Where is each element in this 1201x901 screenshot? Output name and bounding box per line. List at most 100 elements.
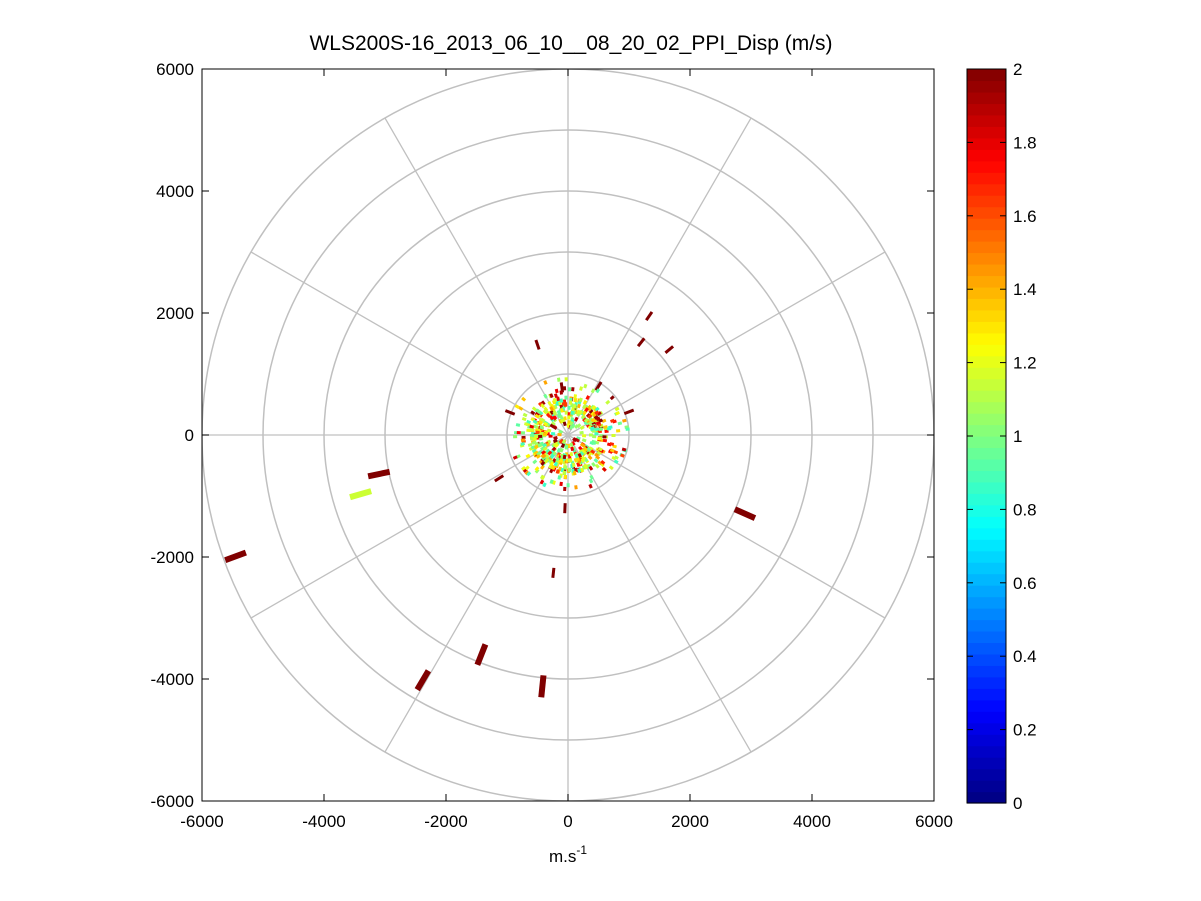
x-tick-label: -4000 [302,812,345,831]
data-point [474,643,489,666]
near-field-cell [567,405,571,410]
colorbar-strip [967,378,1006,391]
colorbar-strip [967,69,1006,82]
near-field-cell [587,413,593,419]
near-field-cell [606,426,612,431]
near-field-cell [594,463,600,469]
near-field-cell [590,449,596,455]
colorbar-strip [967,642,1006,655]
near-field-cell [587,420,593,426]
near-field-cell [571,387,575,392]
near-field-cell [595,416,601,422]
near-field-cell [552,438,558,444]
near-field-cell [564,444,569,450]
near-field-cell [574,423,579,429]
colorbar-strip [967,172,1006,185]
near-field-cell [585,412,591,418]
colorbar-strip [967,711,1006,724]
near-field-cell [572,470,577,476]
near-field-cell [609,395,615,401]
near-field-cell [582,447,588,453]
colorbar-strip [967,367,1006,380]
near-field-cell [543,408,549,414]
colorbar-strip [967,516,1006,529]
y-tick-label: 4000 [156,182,194,201]
near-field-cell [593,414,599,420]
near-field-cell [553,393,558,399]
near-field-cell [591,440,597,446]
near-field-cell [555,456,560,462]
colorbar-strip [967,550,1006,563]
colorbar-strip [967,470,1006,483]
near-field-cell [522,412,528,418]
near-field-cell [514,404,520,409]
y-tick-label: -6000 [151,792,194,811]
near-field-cell [568,458,573,463]
near-field-cell [535,454,541,459]
colorbar-strip [967,344,1006,357]
colorbar-strip [967,424,1006,437]
x-tick-label: -2000 [424,812,467,831]
near-field-cell [579,430,584,435]
data-point [349,488,373,501]
x-axis-label: m.s-1 [549,843,587,866]
near-field-cell [585,395,590,401]
near-field-cell [520,431,526,435]
near-field-cell [550,421,556,427]
near-field-cell [594,452,600,458]
near-field-cell [532,437,537,441]
near-field-cell [581,438,587,443]
colorbar-strip [967,573,1006,586]
colorbar-strip [967,114,1006,127]
colorbar: 0 0.2 0.4 0.6 0.8 1 1.2 1.4 1.6 1.8 2 [966,60,1037,813]
near-field-cell [592,435,597,439]
near-field-cell [543,421,549,427]
near-field-cell [521,416,527,422]
near-field-cell [608,465,614,471]
near-field-cell [540,400,546,406]
colorbar-tick-label: 0.2 [1013,721,1037,740]
near-field-cell [600,459,606,465]
near-field-cell [564,402,568,407]
near-field-cell [521,465,527,471]
near-field-cell [559,447,564,453]
near-field-cell [526,471,532,477]
near-field-cell [562,454,567,460]
near-field-cell [625,427,630,431]
near-field-cell [535,408,541,414]
near-field-cell [598,427,604,432]
data-point [559,382,565,393]
colorbar-tick-label: 2 [1013,60,1022,79]
y-tick-label: 0 [185,426,194,445]
polar-grid-spoke [567,251,886,436]
near-field-cell [569,425,574,430]
near-field-cell [597,437,602,441]
near-field-cell [550,453,555,459]
near-field-cell [584,407,590,413]
near-field-cell [531,448,537,454]
colorbar-strip [967,653,1006,666]
near-field-cell [588,465,594,471]
near-field-cell [570,446,575,452]
near-field-cell [567,412,571,417]
near-field-cell [582,404,587,410]
near-field-cell [595,420,601,426]
near-field-cell [616,429,621,433]
near-field-cell [594,410,600,416]
near-field-cell [597,447,603,452]
near-field-cell [550,432,556,436]
data-point [494,474,505,483]
near-field-cell [573,394,578,399]
near-field-cell [588,478,594,484]
near-field-cell [545,412,551,418]
colorbar-strip [967,757,1006,770]
near-field-cell [549,415,555,421]
near-field-cell [588,408,594,414]
near-field-cell [557,433,562,437]
near-field-cell [521,435,526,440]
near-field-cell [547,400,552,406]
x-axis: -6000 -4000 -2000 0 2000 4000 6000 [180,69,953,831]
near-field-cell [553,461,558,467]
near-field-cell [565,458,569,463]
